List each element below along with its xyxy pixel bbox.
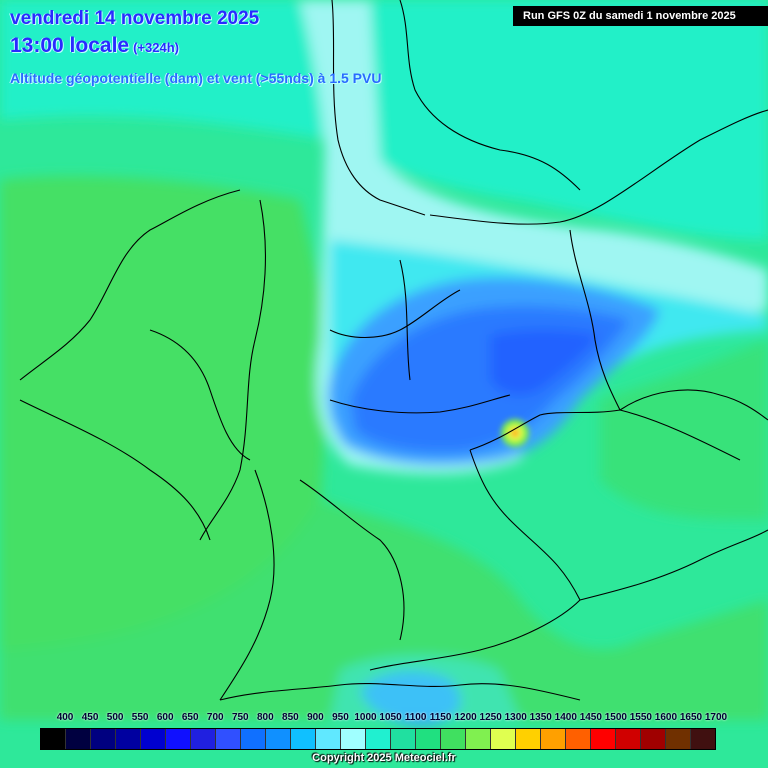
legend-swatch: [91, 729, 116, 749]
legend-label: 400: [56, 712, 74, 723]
legend-label: 1000: [354, 712, 377, 723]
border-poland-czech: [619, 389, 768, 421]
legend-swatch: [241, 729, 266, 749]
border-france-germany: [219, 469, 275, 701]
geography-lines: [19, 0, 768, 701]
legend-label: 550: [131, 712, 149, 723]
low-core-deep: [490, 329, 600, 396]
alpine-cyan-ring: [330, 655, 520, 720]
border-states-2: [329, 394, 511, 414]
border-benelux: [149, 329, 251, 461]
map-subtitle: Altitude géopotentielle (dam) et vent (>…: [10, 70, 382, 86]
border-czech: [469, 409, 741, 461]
cyan-zone-north: [0, 0, 768, 240]
border-germany-east: [569, 229, 621, 411]
legend-swatch: [166, 729, 191, 749]
legend-label: 1550: [629, 712, 652, 723]
forecast-offset: (+324h): [133, 40, 179, 55]
legend-swatch: [541, 729, 566, 749]
legend-label: 1350: [529, 712, 552, 723]
local-time: 13:00 locale: [10, 34, 130, 57]
legend-label: 1700: [704, 712, 728, 723]
legend-swatch: [41, 729, 66, 749]
legend-swatch: [191, 729, 216, 749]
legend-label: 1600: [654, 712, 678, 723]
legend-swatch: [491, 729, 516, 749]
legend-label: 1200: [454, 712, 477, 723]
border-germany-austria: [369, 449, 581, 671]
legend-swatch: [466, 729, 491, 749]
map-date: vendredi 14 novembre 2025: [10, 8, 260, 29]
legend-swatch: [516, 729, 541, 749]
border-states-3: [399, 259, 411, 381]
legend-swatch: [216, 729, 241, 749]
legend-swatch: [666, 729, 691, 749]
legend-label: 600: [156, 712, 174, 723]
coastline-denmark: [331, 0, 426, 216]
border-states-1: [329, 289, 461, 338]
legend-swatch: [66, 729, 91, 749]
legend-label: 1500: [604, 712, 627, 723]
legend-label: 1300: [504, 712, 527, 723]
legend-label: 700: [206, 712, 224, 723]
border-germany-west: [199, 199, 266, 541]
map-time: 13:00 locale (+324h): [10, 34, 179, 58]
legend-swatch: [691, 729, 715, 749]
legend-label: 1150: [429, 712, 452, 723]
coastline-baltic: [429, 109, 768, 225]
legend-swatch: [591, 729, 616, 749]
legend-swatch: [141, 729, 166, 749]
legend-label: 1250: [479, 712, 502, 723]
legend-label: 800: [256, 712, 274, 723]
legend-swatch: [266, 729, 291, 749]
color-legend: 400 450 500 550 600 650 700 750 800 850 900 950 1000…: [40, 712, 727, 750]
legend-label: 450: [81, 712, 99, 723]
legend-label: 650: [181, 712, 199, 723]
legend-label: 750: [231, 712, 249, 723]
legend-label: 900: [307, 712, 324, 723]
legend-label: 1050: [379, 712, 402, 723]
legend-swatch: [641, 729, 666, 749]
green-zone-east: [600, 340, 768, 520]
legend-swatch: [291, 729, 316, 749]
legend-label: 1100: [404, 712, 427, 723]
copyright: Copyright 2025 Meteociel.fr: [312, 752, 456, 764]
legend-label: 950: [332, 712, 349, 723]
legend-swatch: [566, 729, 591, 749]
legend-label: 500: [106, 712, 124, 723]
legend-bar: [40, 728, 716, 750]
legend-label: 1450: [579, 712, 602, 723]
legend-label: 1400: [554, 712, 577, 723]
border-belgium-france: [19, 399, 211, 541]
legend-swatch: [416, 729, 441, 749]
border-states-4: [299, 479, 405, 641]
border-alps: [219, 683, 581, 701]
hotspot: [501, 419, 529, 447]
height-field: [0, 0, 768, 726]
border-czech-austria: [579, 529, 768, 601]
hotspot-core: [511, 429, 519, 437]
legend-swatch: [366, 729, 391, 749]
legend-swatch: [341, 729, 366, 749]
legend-labels: 400 450 500 550 600 650 700 750 800 850 900 950 1000…: [40, 712, 727, 728]
run-banner: Run GFS 0Z du samedi 1 novembre 2025: [513, 6, 768, 26]
coastline-sweden: [399, 0, 581, 191]
legend-label: 1650: [679, 712, 703, 723]
legend-swatch: [116, 729, 141, 749]
legend-swatch: [616, 729, 641, 749]
green-zone-south: [0, 500, 768, 720]
legend-swatch: [441, 729, 466, 749]
legend-swatch: [391, 729, 416, 749]
legend-swatch: [316, 729, 341, 749]
coastline-netherlands: [19, 189, 241, 381]
legend-label: 850: [282, 712, 299, 723]
